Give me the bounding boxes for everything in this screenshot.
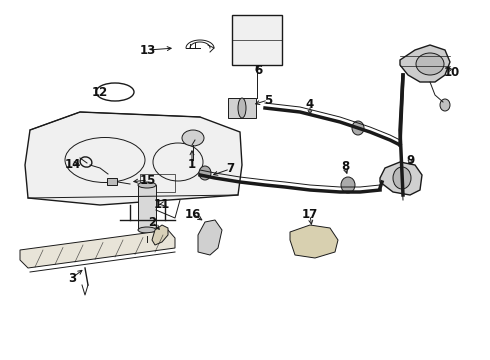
Bar: [232, 15, 282, 65]
Ellipse shape: [182, 130, 204, 146]
Ellipse shape: [138, 227, 156, 233]
Ellipse shape: [341, 177, 355, 193]
Polygon shape: [20, 230, 175, 268]
Text: 15: 15: [140, 174, 156, 186]
Ellipse shape: [352, 121, 364, 135]
Text: 9: 9: [406, 153, 414, 166]
Text: 8: 8: [341, 161, 349, 174]
Bar: [228, 98, 256, 118]
Text: 7: 7: [226, 162, 234, 175]
Text: 13: 13: [140, 44, 156, 57]
Text: 4: 4: [306, 99, 314, 112]
Text: 6: 6: [254, 63, 262, 77]
Text: 11: 11: [154, 198, 170, 211]
Polygon shape: [290, 225, 338, 258]
Ellipse shape: [141, 242, 153, 247]
Ellipse shape: [416, 53, 444, 75]
Ellipse shape: [199, 166, 211, 180]
Text: 10: 10: [444, 67, 460, 80]
Text: 12: 12: [92, 85, 108, 99]
Ellipse shape: [393, 167, 411, 189]
Text: 16: 16: [185, 207, 201, 220]
Polygon shape: [400, 45, 450, 82]
Polygon shape: [152, 225, 168, 245]
Bar: [140, 174, 175, 192]
Text: 5: 5: [264, 94, 272, 107]
Polygon shape: [380, 162, 422, 195]
Text: 3: 3: [68, 271, 76, 284]
Text: 14: 14: [65, 158, 81, 171]
Ellipse shape: [238, 98, 246, 118]
Polygon shape: [198, 220, 222, 255]
Text: 2: 2: [148, 216, 156, 229]
Bar: [107, 178, 117, 185]
Text: 17: 17: [302, 208, 318, 221]
Ellipse shape: [138, 182, 156, 188]
Ellipse shape: [440, 99, 450, 111]
Text: 1: 1: [188, 158, 196, 171]
Polygon shape: [25, 112, 242, 205]
Bar: [138, 185, 156, 230]
